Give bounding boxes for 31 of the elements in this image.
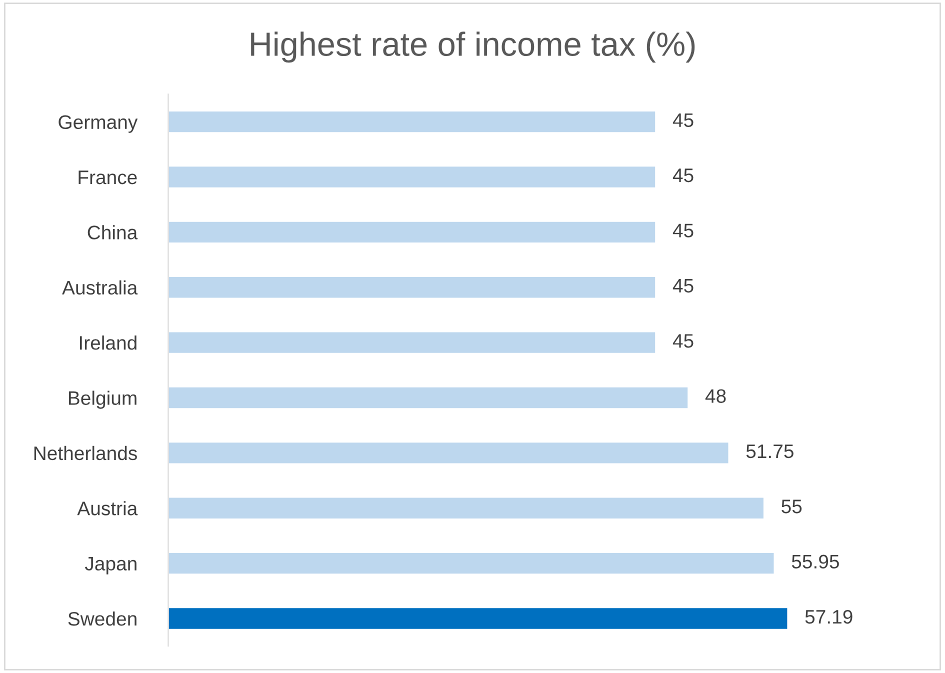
data-label: 48 (705, 389, 726, 403)
data-label: 45 (672, 279, 694, 293)
y-tick-label: Japan (84, 556, 136, 574)
y-tick-label: Netherlands (34, 446, 137, 460)
bar (168, 110, 656, 134)
y-tick-label: Austria (77, 501, 138, 516)
data-label: 45 (672, 224, 694, 238)
chart-title: Highest rate of income tax (%) (251, 32, 695, 63)
data-label: 57.19 (805, 610, 852, 624)
bar (168, 220, 656, 244)
data-label: 51.75 (746, 444, 794, 458)
data-label: 45 (672, 168, 694, 182)
y-tick-label: Sweden (68, 611, 136, 626)
y-tick-label: France (78, 170, 137, 184)
bar (168, 552, 776, 576)
data-label: 55.95 (792, 554, 839, 569)
y-tick-label: Belgium (69, 390, 136, 409)
y-tick-label: Australia (62, 280, 138, 295)
y-tick-label: Germany (58, 115, 138, 133)
bar (168, 496, 765, 520)
bar (168, 386, 689, 410)
data-label: 45 (672, 113, 694, 128)
data-label: 55 (782, 500, 802, 514)
bar (168, 441, 730, 465)
bar (168, 606, 789, 630)
bar (168, 165, 656, 189)
bar (168, 330, 656, 354)
data-label: 45 (672, 334, 694, 348)
y-tick-label: Ireland (80, 336, 136, 350)
y-tick-label: China (88, 225, 138, 240)
bar (168, 276, 656, 300)
